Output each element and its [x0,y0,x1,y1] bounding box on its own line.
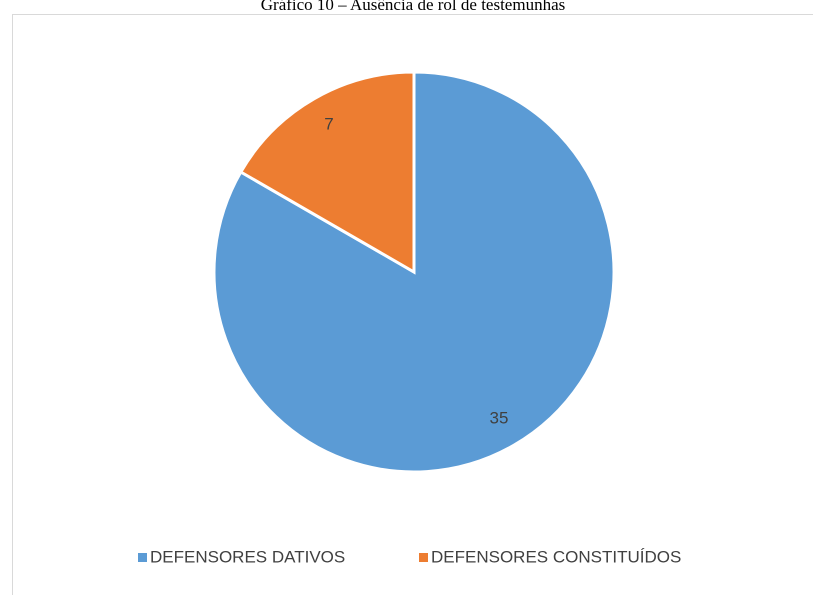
data-label: 7 [324,114,333,133]
legend-swatch [138,553,147,562]
pie-slice [238,70,416,275]
data-label: 35 [490,409,509,428]
legend-label: DEFENSORES DATIVOS [150,547,345,566]
pie-slice [212,70,616,474]
legend-label: DEFENSORES CONSTITUÍDOS [431,547,681,566]
chart-title: Gráfico 10 – Ausência de rol de testemun… [261,0,566,14]
legend-swatch [419,553,428,562]
